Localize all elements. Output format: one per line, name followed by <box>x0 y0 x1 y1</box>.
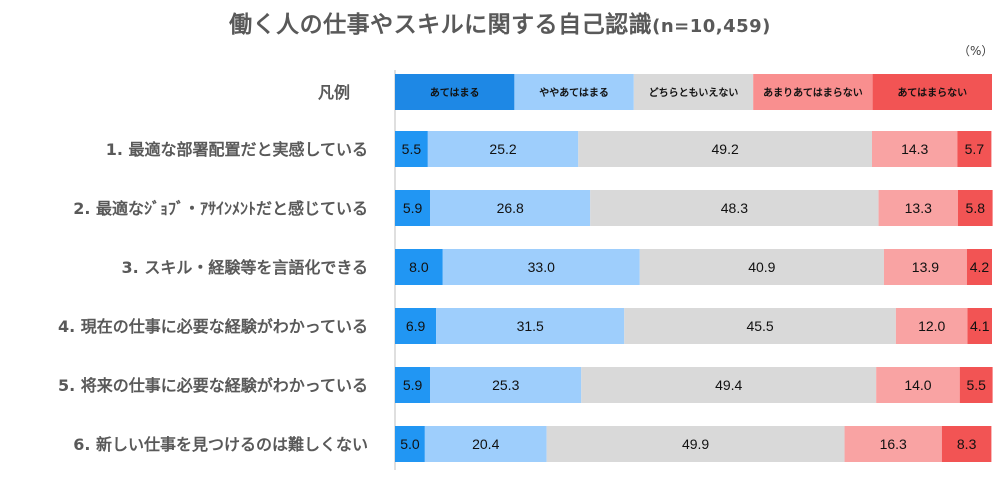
category-label: 2. 最適なｼﾞｮﾌﾞ・ｱｻｲﾝﾒﾝﾄだと感じている <box>73 199 368 218</box>
chart-row: 6. 新しい仕事を見つけるのは難しくない 5.0 20.4 49.9 16.3 8.3 <box>73 426 992 462</box>
bar-segment <box>430 367 582 403</box>
bar-segment <box>546 426 845 462</box>
legend-label: あまりあてはまらない <box>763 86 863 99</box>
data-label: 6.9 <box>406 318 426 334</box>
chart-row: 4. 現在の仕事に必要な経験がわかっている 6.9 31.5 45.5 12.0 4.1 <box>58 308 992 344</box>
data-label: 14.3 <box>901 141 928 157</box>
bar-segment <box>395 249 443 285</box>
bar-segment <box>442 249 640 285</box>
category-label: 4. 現在の仕事に必要な経験がわかっている <box>58 317 368 336</box>
bar-segment <box>957 190 993 226</box>
bar-segment <box>430 190 591 226</box>
data-label: 20.4 <box>472 436 499 452</box>
data-label: 5.8 <box>966 200 986 216</box>
bar-segment <box>395 131 428 167</box>
bar-segment <box>844 426 942 462</box>
data-label: 49.4 <box>715 377 742 393</box>
bar-segment <box>895 308 968 344</box>
bar-segment <box>872 131 958 167</box>
bar-segment <box>436 308 625 344</box>
legend-label: あてはまる <box>430 86 480 99</box>
data-label: 12.0 <box>918 318 945 334</box>
bar-segment <box>624 308 896 344</box>
legend-label: どちらともいえない <box>649 86 739 99</box>
bar-segment <box>878 190 958 226</box>
legend-swatch <box>872 74 992 110</box>
data-label: 49.9 <box>682 436 709 452</box>
bar-segment <box>639 249 884 285</box>
data-label: 8.0 <box>409 259 429 275</box>
data-label: 4.1 <box>970 318 990 334</box>
chart-row: 3. スキル・経験等を言語化できる 8.0 33.0 40.9 13.9 4.2 <box>122 249 992 285</box>
data-label: 13.9 <box>912 259 939 275</box>
legend-title: 凡例 <box>318 83 350 102</box>
chart-row: 2. 最適なｼﾞｮﾌﾞ・ｱｻｲﾝﾒﾝﾄだと感じている 5.9 26.8 48.3 13.… <box>73 190 993 226</box>
sample-size-note: (n=10,459) <box>652 16 771 37</box>
data-label: 40.9 <box>748 259 775 275</box>
chart-title: 働く人の仕事やスキルに関する自己認識(n=10,459) <box>0 5 1000 39</box>
legend-swatch <box>753 74 873 110</box>
data-label: 5.7 <box>965 141 985 157</box>
bar-segment <box>883 249 967 285</box>
data-label: 48.3 <box>721 200 748 216</box>
bar-segment <box>967 308 992 344</box>
chart-rows: 1. 最適な部署配置だと実感している 5.5 25.2 49.2 14.3 5.7 2. 最… <box>58 131 993 462</box>
data-label: 5.0 <box>400 436 420 452</box>
bar-segment <box>395 308 437 344</box>
bar-segment <box>959 367 993 403</box>
bar-segment <box>395 367 431 403</box>
bar-segment <box>876 367 960 403</box>
data-label: 5.5 <box>402 141 422 157</box>
bar-segment <box>957 131 992 167</box>
data-label: 5.9 <box>403 377 423 393</box>
bar-segment <box>590 190 879 226</box>
bar-segment <box>966 249 992 285</box>
data-label: 4.2 <box>970 259 990 275</box>
data-label: 33.0 <box>528 259 555 275</box>
data-label: 16.3 <box>880 436 907 452</box>
legend-swatch <box>514 74 634 110</box>
category-label: 1. 最適な部署配置だと実感している <box>106 140 368 159</box>
data-label: 5.9 <box>403 200 423 216</box>
data-label: 25.3 <box>492 377 519 393</box>
unit-label: （%） <box>958 44 994 58</box>
bar-segment <box>427 131 579 167</box>
data-label: 25.2 <box>489 141 516 157</box>
legend-swatch <box>395 74 515 110</box>
bar-segment <box>395 190 431 226</box>
category-label: 5. 将来の仕事に必要な経験がわかっている <box>58 376 368 395</box>
category-label: 3. スキル・経験等を言語化できる <box>122 258 368 277</box>
chart-title-text: 働く人の仕事やスキルに関する自己認識 <box>229 12 653 38</box>
chart-row: 5. 将来の仕事に必要な経験がわかっている 5.9 25.3 49.4 14.0 5.5 <box>58 367 993 403</box>
bar-segment <box>395 426 425 462</box>
bar-segment <box>578 131 873 167</box>
data-label: 5.5 <box>966 377 986 393</box>
legend-label: ややあてはまる <box>539 86 609 99</box>
data-label: 26.8 <box>497 200 524 216</box>
data-label: 49.2 <box>712 141 739 157</box>
legend-label: あてはまらない <box>897 86 967 99</box>
data-label: 31.5 <box>517 318 544 334</box>
data-label: 13.3 <box>905 200 932 216</box>
category-label: 6. 新しい仕事を見つけるのは難しくない <box>73 435 368 454</box>
legend-swatch <box>633 74 754 110</box>
bar-segment <box>581 367 877 403</box>
data-label: 45.5 <box>746 318 773 334</box>
chart-row: 1. 最適な部署配置だと実感している 5.5 25.2 49.2 14.3 5.7 <box>106 131 992 167</box>
data-label: 14.0 <box>904 377 931 393</box>
data-label: 8.3 <box>957 436 977 452</box>
bar-segment <box>941 426 992 462</box>
legend: 凡例 あてはまる ややあてはまる どちらともいえない あまりあてはまらない あてはまらない <box>318 74 992 110</box>
bar-segment <box>424 426 547 462</box>
